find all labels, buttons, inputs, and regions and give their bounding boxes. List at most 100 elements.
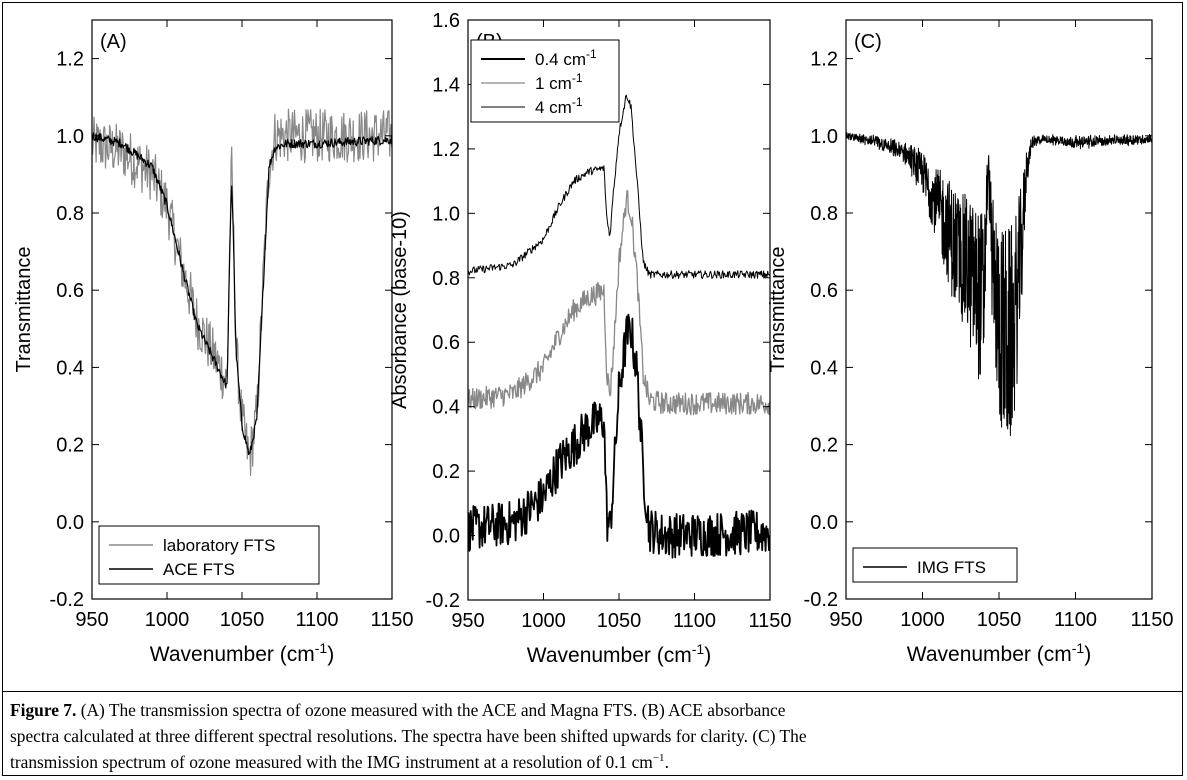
series-line-3: [468, 94, 770, 279]
legend-label: ACE FTS: [163, 560, 235, 579]
panel-label: (C): [854, 31, 882, 53]
x-tick-label: 1000: [521, 610, 566, 632]
legend-label-text: laboratory FTS: [163, 536, 275, 555]
series-line-1: [468, 313, 770, 559]
panel-a: 950 1000 1050 1100 1150 -0.2 0.0 0.2 0.4 0.6 0.8 1.…: [13, 19, 414, 666]
legend-label-sup: -1: [572, 95, 583, 109]
panel-label: (A): [100, 31, 127, 53]
x-tick-label: 1050: [220, 609, 265, 631]
legend-label: 0.4 cm-1: [535, 47, 597, 69]
panel-c: 950 1000 1050 1100 1150 -0.2 0.0 0.2 0.4 0.6 0.8 1.…: [767, 19, 1174, 666]
y-tick-label: 1.2: [810, 49, 838, 71]
caption-figure-label: Figure 7.: [10, 700, 77, 720]
x-tick-label: 950: [829, 609, 862, 631]
x-tick-label: 1150: [370, 609, 413, 631]
legend-box: [470, 39, 620, 123]
y-tick-label: 1.0: [432, 203, 460, 225]
x-axis-label-text: Wavenumber (cm: [527, 644, 692, 667]
y-tick-label: 0.0: [56, 512, 84, 534]
caption-unit-sup: −1: [652, 752, 665, 765]
x-axis-label-text: Wavenumber (cm: [907, 643, 1072, 666]
y-tick-label: 0.4: [810, 357, 838, 379]
x-tick-label: 1050: [597, 610, 642, 632]
legend-label: laboratory FTS: [163, 536, 275, 555]
x-axis-label-sup: -1: [692, 641, 705, 657]
series-line-2: [468, 189, 770, 416]
x-axis-label: Wavenumber (cm-1): [150, 640, 334, 666]
legend-label-text: 4 cm: [535, 98, 572, 117]
legend-label-text: 0.4 cm: [535, 50, 586, 69]
legend-label-text: ACE FTS: [163, 560, 235, 579]
y-axis-label: Transmittance: [13, 247, 35, 373]
y-tick-label: 0.6: [432, 332, 460, 354]
figure-panels: 950 1000 1050 1100 1150 -0.2 0.0 0.2 0.4 0.6 0.8 1.…: [13, 10, 1174, 667]
legend-label-sup: -1: [572, 71, 583, 85]
series-line-2: [92, 132, 392, 456]
x-axis-label: Wavenumber (cm-1): [907, 640, 1091, 666]
x-tick-label: 1100: [1054, 609, 1097, 631]
y-tick-label: 0.4: [56, 357, 84, 379]
legend-label: 1 cm-1: [535, 71, 583, 93]
x-axis-label: Wavenumber (cm-1): [527, 641, 711, 667]
x-axis-label-close: ): [704, 644, 711, 667]
x-tick-label: 1100: [673, 610, 716, 632]
caption-line-2: spectra calculated at three different sp…: [10, 726, 807, 746]
series-group: [92, 108, 392, 477]
y-axis-label: Transmittance: [767, 247, 789, 373]
y-tick-label: 1.0: [810, 126, 838, 148]
x-tick-label: 1000: [900, 609, 945, 631]
series-group: [468, 94, 770, 559]
caption-text-3-end: .: [664, 752, 669, 772]
y-tick-label: 0.2: [432, 461, 460, 483]
legend-label-text: IMG FTS: [917, 558, 986, 577]
y-tick-label: 0.0: [432, 526, 460, 548]
x-tick-label: 950: [451, 610, 484, 632]
y-tick-label: 0.8: [810, 203, 838, 225]
legend-label: 4 cm-1: [535, 95, 583, 117]
x-axis-label-sup: -1: [315, 640, 328, 656]
y-tick-label: 1.2: [432, 139, 460, 161]
y-tick-label: 1.6: [432, 10, 460, 32]
panel-b: 950 1000 1050 1100 1150 -0.2 0.0 0.2 0.4 0.6 0.8 1.…: [389, 10, 792, 667]
x-axis-label-close: ): [1084, 643, 1091, 666]
caption-text-1: (A) The transmission spectra of ozone me…: [76, 700, 786, 720]
y-tick-label: -0.2: [426, 590, 460, 612]
y-tick-label: 1.2: [56, 49, 84, 71]
y-tick-label: 0.6: [56, 280, 84, 302]
x-tick-label: 1100: [295, 609, 338, 631]
series-line-1: [846, 132, 1152, 436]
x-axis-label-sup: -1: [1072, 640, 1085, 656]
plot-frame: [91, 19, 393, 600]
y-tick-label: 1.0: [56, 126, 84, 148]
y-tick-label: 0.6: [810, 280, 838, 302]
x-tick-label: 1050: [977, 609, 1022, 631]
y-tick-label: 0.2: [810, 435, 838, 457]
y-tick-label: 0.4: [432, 397, 460, 419]
series-group: [846, 132, 1152, 436]
legend-label-sup: -1: [586, 47, 597, 61]
series-line-1: [92, 108, 392, 477]
y-tick-label: 0.0: [810, 512, 838, 534]
x-axis-label-text: Wavenumber (cm: [150, 643, 315, 666]
y-tick-label: -0.2: [50, 589, 84, 611]
legend-box: [852, 547, 1018, 583]
legend-label-text: 1 cm: [535, 74, 572, 93]
x-tick-label: 1000: [145, 609, 190, 631]
x-tick-label: 1150: [748, 610, 791, 632]
caption-line-1: Figure 7. (A) The transmission spectra o…: [10, 697, 1176, 723]
caption-divider: [2, 691, 1183, 692]
x-tick-label: 950: [75, 609, 108, 631]
caption-line-3: transmission spectrum of ozone measured …: [10, 749, 1176, 775]
y-axis-label: Absorbance (base-10): [389, 211, 411, 409]
y-tick-label: 0.8: [56, 203, 84, 225]
y-tick-label: -0.2: [804, 589, 838, 611]
y-tick-label: 0.2: [56, 435, 84, 457]
y-tick-label: 0.8: [432, 268, 460, 290]
caption-text-3: transmission spectrum of ozone measured …: [10, 752, 653, 772]
y-tick-label: 1.4: [432, 74, 460, 96]
legend-box: [98, 525, 320, 585]
figure-caption: Figure 7. (A) The transmission spectra o…: [10, 697, 1176, 775]
x-tick-label: 1150: [1130, 609, 1173, 631]
legend-label: IMG FTS: [917, 558, 986, 577]
